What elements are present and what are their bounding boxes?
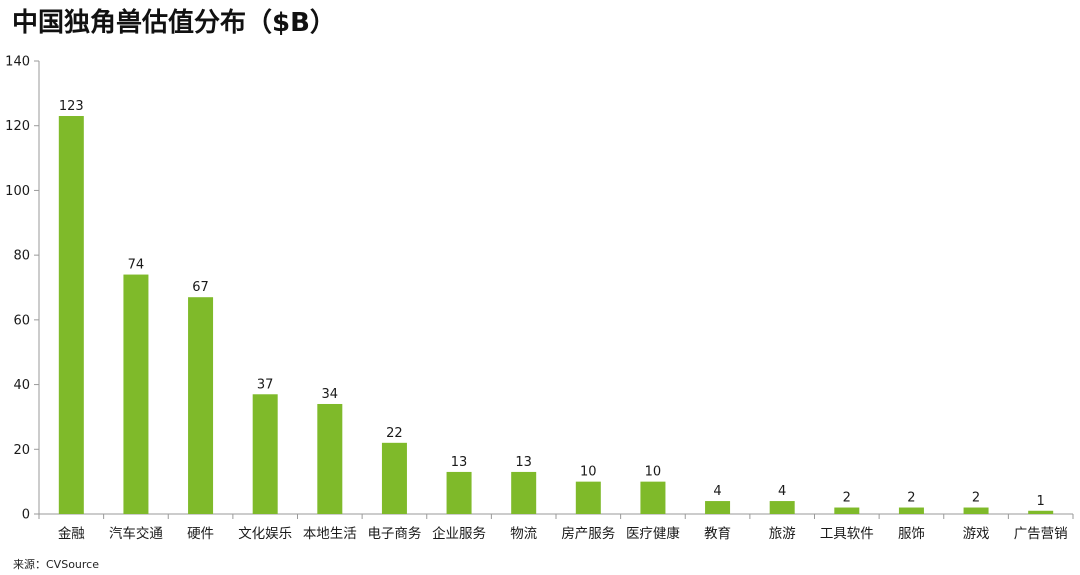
bar [381, 442, 407, 514]
data-label: 37 [257, 377, 274, 392]
bar [705, 501, 731, 514]
bar [898, 507, 924, 514]
labels: 123金融74汽车交通67硬件37文化娱乐34本地生活22电子商务13企业服务1… [58, 99, 1068, 542]
data-label: 4 [713, 484, 721, 499]
data-label: 74 [128, 258, 145, 273]
category-label: 房产服务 [561, 526, 615, 542]
data-label: 13 [451, 455, 468, 470]
bar [58, 116, 84, 514]
y-tick-label: 120 [5, 119, 30, 134]
bar [769, 501, 795, 514]
category-label: 金融 [58, 526, 85, 542]
y-tick-label: 140 [5, 55, 30, 70]
bar [317, 403, 343, 514]
category-label: 汽车交通 [109, 525, 163, 542]
data-label: 2 [843, 491, 851, 506]
axes: 0 20 40 60 80 100 120 140 [5, 55, 1074, 523]
category-label: 电子商务 [367, 526, 421, 542]
bar [834, 507, 860, 514]
y-tick-label: 60 [13, 313, 30, 328]
category-label: 硬件 [187, 526, 214, 542]
bar [446, 471, 472, 514]
bar [252, 394, 278, 514]
bars [58, 116, 1054, 514]
bar [575, 481, 601, 514]
data-label: 34 [322, 387, 339, 402]
y-tick-label: 100 [5, 184, 30, 199]
bar [1028, 510, 1054, 514]
category-label: 文化娱乐 [238, 526, 292, 542]
category-label: 本地生活 [303, 526, 357, 542]
bar [963, 507, 989, 514]
y-tick-label: 0 [22, 508, 30, 523]
category-label: 医疗健康 [626, 525, 680, 542]
data-label: 67 [192, 280, 209, 295]
category-label: 游戏 [963, 526, 990, 542]
data-label: 13 [515, 455, 532, 470]
category-label: 教育 [704, 526, 731, 542]
y-tick-label: 40 [13, 378, 30, 393]
category-label: 物流 [510, 526, 538, 542]
bar [511, 471, 537, 514]
data-label: 2 [907, 491, 915, 506]
bar [123, 274, 149, 514]
data-label: 10 [645, 465, 662, 480]
data-label: 4 [778, 484, 786, 499]
data-label: 1 [1037, 494, 1045, 509]
category-label: 旅游 [769, 526, 796, 542]
category-label: 广告营销 [1014, 526, 1068, 542]
bar [188, 297, 214, 514]
data-label: 22 [386, 426, 403, 441]
category-label: 服饰 [898, 526, 925, 542]
chart-title: 中国独角兽估值分布（$B） [12, 8, 336, 38]
data-label: 10 [580, 465, 597, 480]
category-label: 工具软件 [820, 526, 874, 542]
y-tick-label: 80 [13, 249, 30, 264]
bar [640, 481, 666, 514]
source-note: 来源：CVSource [13, 558, 99, 571]
category-label: 企业服务 [432, 525, 486, 542]
data-label: 2 [972, 491, 980, 506]
data-label: 123 [59, 99, 84, 114]
y-tick-label: 20 [13, 443, 30, 458]
